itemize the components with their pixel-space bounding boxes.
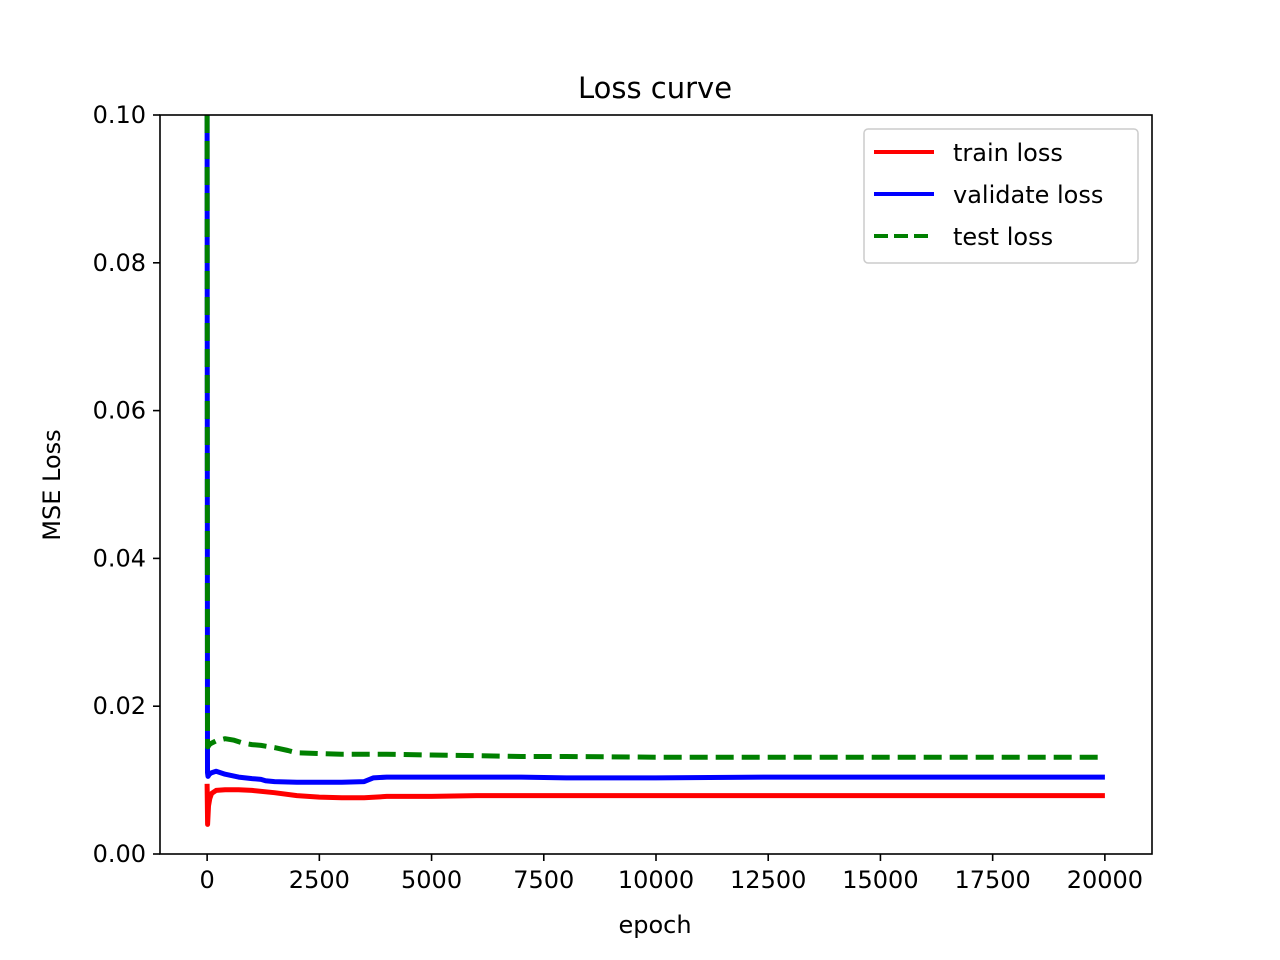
y-tick-label: 0.08: [93, 249, 146, 277]
y-tick-label: 0.02: [93, 692, 146, 720]
x-tick-label: 17500: [954, 866, 1030, 894]
x-tick-label: 10000: [618, 866, 694, 894]
series-line-validate-loss: [204, 115, 1105, 785]
x-tick-label: 20000: [1067, 866, 1143, 894]
y-tick-label: 0.06: [93, 397, 146, 425]
x-tick-label: 2500: [289, 866, 350, 894]
y-tick-label: 0.00: [93, 840, 146, 868]
x-tick-label: 5000: [401, 866, 462, 894]
chart-title: Loss curve: [578, 71, 732, 105]
series-line-train-loss: [204, 783, 1105, 827]
legend-label-test-loss: test loss: [953, 223, 1053, 251]
y-tick-label: 0.10: [93, 101, 146, 129]
x-tick-label: 12500: [730, 866, 806, 894]
y-axis-label: MSE Loss: [38, 429, 66, 540]
legend: train loss validate loss test loss: [863, 128, 1139, 264]
x-axis-label: epoch: [618, 911, 691, 939]
series-line-test-loss: [204, 115, 1105, 760]
x-tick-label: 0: [199, 866, 214, 894]
x-tick-label: 7500: [513, 866, 574, 894]
y-tick-label: 0.04: [93, 544, 146, 572]
x-tick-label: 15000: [842, 866, 918, 894]
legend-box: [863, 128, 1139, 264]
series-lines: [204, 115, 1105, 827]
legend-label-train-loss: train loss: [953, 139, 1063, 167]
legend-label-validate-loss: validate loss: [953, 181, 1103, 209]
plot-area: 0 2500 5000 7500 10000 12500 15000 17500 20000 0.…: [93, 101, 1153, 894]
